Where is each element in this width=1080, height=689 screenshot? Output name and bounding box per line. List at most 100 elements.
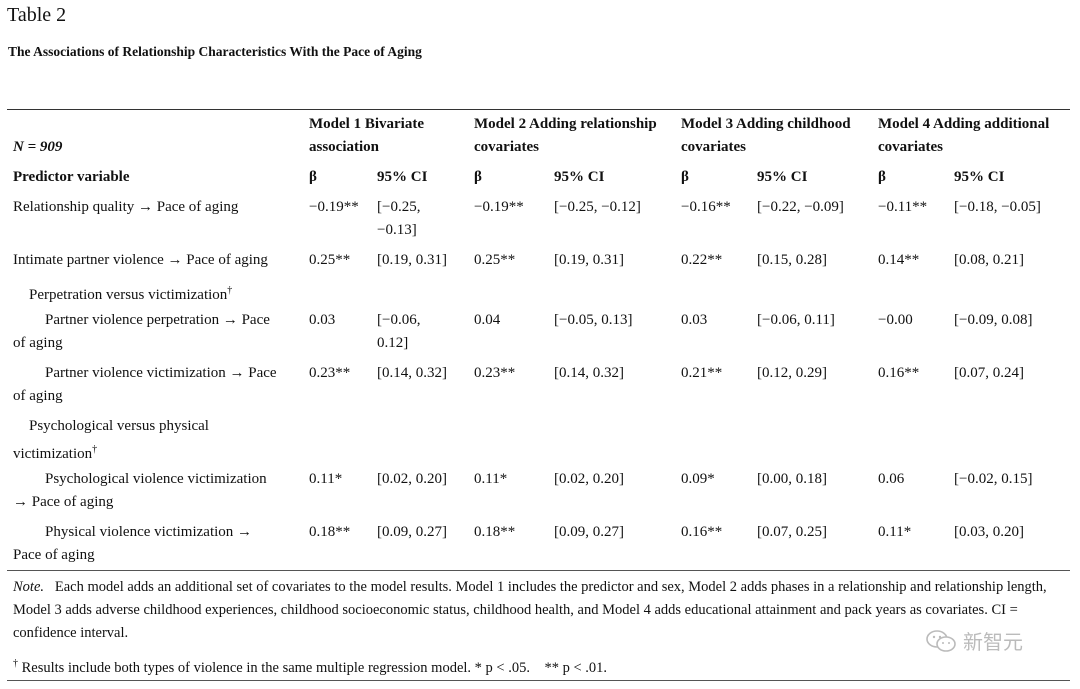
model-2-beta: 0.23**	[474, 365, 516, 381]
model-1-ci-header: 95% CI	[377, 169, 428, 185]
section-label-cont-text: victimization	[13, 446, 93, 462]
model-3-beta: 0.03	[681, 312, 708, 328]
model-2-beta: −0.19**	[474, 199, 524, 215]
model-1-ci: [−0.25,	[377, 199, 421, 215]
row-label-cont: of aging	[13, 335, 63, 351]
model-3-ci: [0.00, 0.18]	[757, 471, 827, 487]
table-title: The Associations of Relationship Charact…	[8, 44, 422, 59]
model-1-beta: −0.19**	[309, 199, 359, 215]
model-4-ci: [0.03, 0.20]	[954, 524, 1024, 540]
model-4-beta: 0.06	[878, 471, 905, 487]
table-label: Table 2	[7, 4, 67, 26]
watermark: 新智元	[925, 626, 1023, 655]
model-2-header-line2: covariates	[474, 139, 539, 155]
model-3-ci: [0.12, 0.29]	[757, 365, 827, 381]
model-1-beta: 0.25**	[309, 252, 351, 268]
table-note: Note. Each model adds an additional set …	[13, 576, 1063, 645]
dagger-mark: †	[227, 285, 233, 296]
row-label: Intimate partner violence → Pace of agin…	[13, 252, 268, 268]
model-2-beta: 0.18**	[474, 524, 516, 540]
model-3-ci: [0.07, 0.25]	[757, 524, 827, 540]
model-4-beta: 0.14**	[878, 252, 920, 268]
model-3-ci: [−0.06, 0.11]	[757, 312, 835, 328]
model-4-beta-header: β	[878, 169, 886, 185]
row-label: Physical violence victimization →	[45, 524, 253, 540]
model-3-beta-header: β	[681, 169, 689, 185]
model-1-ci-cont: 0.12]	[377, 335, 409, 351]
model-2-ci-header: 95% CI	[554, 169, 605, 185]
section-label-text: Perpetration versus victimization	[29, 287, 228, 303]
footnote-text: Results include both types of violence i…	[21, 659, 472, 676]
model-2-header-line1: Model 2 Adding relationship	[474, 116, 657, 132]
note-label: Note.	[13, 579, 45, 595]
significance-2: ** p < .01.	[544, 659, 608, 676]
model-2-beta-header: β	[474, 169, 482, 185]
row-label-cont: of aging	[13, 388, 63, 404]
page-bottom-rule	[7, 680, 1070, 681]
watermark-text: 新智元	[963, 630, 1023, 654]
model-3-ci-header: 95% CI	[757, 169, 808, 185]
model-4-beta: 0.11*	[878, 524, 912, 540]
model-4-ci: [−0.09, 0.08]	[954, 312, 1033, 328]
model-2-beta: 0.04	[474, 312, 501, 328]
row-label-cont: → Pace of aging	[13, 494, 114, 510]
section-label: Psychological versus physical	[29, 418, 209, 434]
model-2-ci: [0.19, 0.31]	[554, 252, 624, 268]
model-3-beta: 0.09*	[681, 471, 715, 487]
wechat-logo-icon	[926, 629, 956, 652]
model-1-beta-header: β	[309, 169, 317, 185]
table-bottom-rule	[7, 570, 1070, 571]
model-3-ci: [0.15, 0.28]	[757, 252, 827, 268]
section-label: Perpetration versus victimization†	[29, 279, 232, 307]
model-1-ci: [0.14, 0.32]	[377, 365, 447, 381]
model-4-beta: −0.00	[878, 312, 913, 328]
model-1-beta: 0.23**	[309, 365, 351, 381]
model-3-beta: −0.16**	[681, 199, 731, 215]
top-rule	[7, 109, 1070, 110]
row-label: Psychological violence victimization	[45, 471, 267, 487]
footnote-dagger: †	[13, 658, 18, 669]
sample-size: N = 909	[13, 139, 63, 155]
model-1-header-line2: association	[309, 139, 380, 155]
model-3-beta: 0.21**	[681, 365, 723, 381]
note-text: Each model adds an additional set of cov…	[13, 579, 1047, 641]
table-footnote: † Results include both types of violence…	[13, 652, 1063, 680]
model-1-beta: 0.11*	[309, 471, 343, 487]
model-1-ci-cont: −0.13]	[377, 222, 417, 238]
model-1-ci: [0.19, 0.31]	[377, 252, 447, 268]
model-4-ci: [0.07, 0.24]	[954, 365, 1024, 381]
model-2-beta: 0.25**	[474, 252, 516, 268]
model-1-header-line1: Model 1 Bivariate	[309, 116, 424, 132]
model-2-beta: 0.11*	[474, 471, 508, 487]
model-4-ci-header: 95% CI	[954, 169, 1005, 185]
model-2-ci: [−0.05, 0.13]	[554, 312, 633, 328]
model-1-beta: 0.03	[309, 312, 336, 328]
model-4-ci: [−0.02, 0.15]	[954, 471, 1033, 487]
row-label: Partner violence victimization → Pace	[45, 365, 277, 381]
model-4-beta: 0.16**	[878, 365, 920, 381]
model-4-ci: [0.08, 0.21]	[954, 252, 1024, 268]
model-2-ci: [−0.25, −0.12]	[554, 199, 641, 215]
model-1-ci: [0.02, 0.20]	[377, 471, 447, 487]
model-4-ci: [−0.18, −0.05]	[954, 199, 1041, 215]
model-3-beta: 0.22**	[681, 252, 723, 268]
model-2-ci: [0.14, 0.32]	[554, 365, 624, 381]
model-3-header-line1: Model 3 Adding childhood	[681, 116, 851, 132]
model-4-header-line2: covariates	[878, 139, 943, 155]
predictor-header: Predictor variable	[13, 169, 130, 185]
model-3-header-line2: covariates	[681, 139, 746, 155]
model-2-ci: [0.09, 0.27]	[554, 524, 624, 540]
model-1-ci: [−0.06,	[377, 312, 421, 328]
model-1-ci: [0.09, 0.27]	[377, 524, 447, 540]
model-3-beta: 0.16**	[681, 524, 723, 540]
row-label: Relationship quality → Pace of aging	[13, 199, 239, 215]
significance-1: * p < .05.	[474, 659, 530, 676]
model-2-ci: [0.02, 0.20]	[554, 471, 624, 487]
model-4-header-line1: Model 4 Adding additional	[878, 116, 1050, 132]
section-label-cont: victimization†	[13, 438, 97, 466]
model-4-beta: −0.11**	[878, 199, 928, 215]
model-1-beta: 0.18**	[309, 524, 351, 540]
dagger-mark: †	[92, 444, 98, 455]
row-label-cont: Pace of aging	[13, 547, 95, 563]
model-3-ci: [−0.22, −0.09]	[757, 199, 844, 215]
